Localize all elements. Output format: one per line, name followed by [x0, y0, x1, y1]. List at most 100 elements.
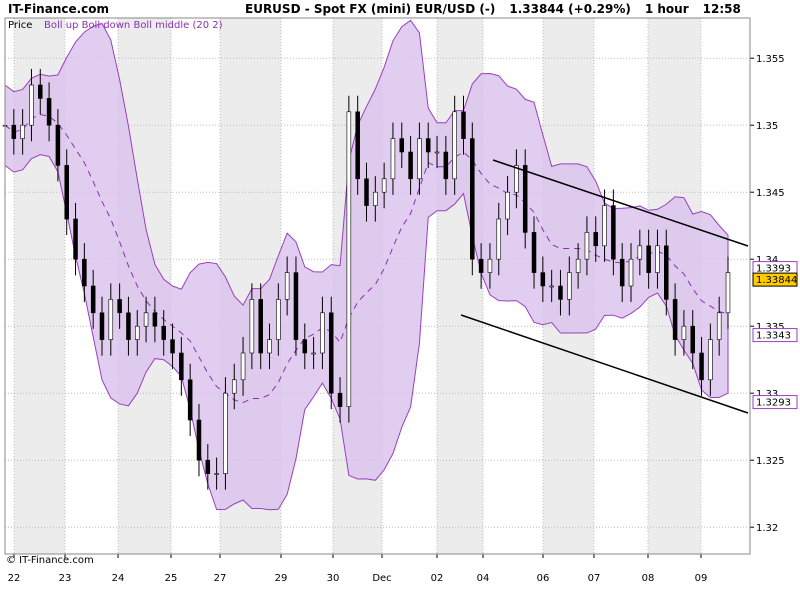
candle-body	[611, 205, 616, 260]
x-tick-label: 09	[695, 573, 708, 584]
candle-body	[496, 218, 502, 260]
candle-body	[293, 272, 299, 340]
candle-body	[443, 151, 449, 180]
candle-body	[240, 352, 246, 381]
legend-price: Price	[8, 20, 32, 31]
last-price-label: 1.33844	[756, 275, 797, 286]
legend-indicator: Boll up Boll down Boll middle (20 2)	[44, 20, 223, 31]
candle-body	[284, 272, 290, 300]
y-tick-label: 1.35	[756, 121, 778, 132]
band-value-tag	[752, 328, 798, 343]
candle-body	[373, 191, 378, 206]
candle-body	[487, 258, 493, 273]
candle-body	[170, 339, 175, 354]
candle-body	[531, 232, 537, 273]
candle-body	[64, 165, 69, 220]
candle-body	[302, 339, 308, 354]
candle-body	[126, 312, 131, 340]
candle-body	[540, 272, 546, 287]
candle-body	[320, 312, 325, 354]
candle-body	[434, 151, 440, 154]
candle-body	[223, 392, 228, 474]
candle-body	[558, 285, 563, 300]
candle-body	[152, 312, 158, 327]
price-label: 1.33844 (+0.29%)	[509, 2, 631, 16]
candle-body	[628, 258, 634, 287]
trendlines	[460, 159, 749, 414]
x-tick-label: 07	[588, 573, 601, 584]
x-tick-label: 08	[642, 573, 655, 584]
x-tick-label: 24	[112, 573, 125, 584]
candle-body	[408, 151, 413, 180]
candle-body	[690, 325, 695, 354]
plot-frame	[4, 17, 751, 555]
candle-body	[505, 191, 510, 220]
candle-body	[276, 299, 281, 340]
candle-body	[187, 379, 193, 421]
candle-body	[672, 299, 678, 340]
candle-body	[364, 178, 369, 206]
candle-body	[602, 205, 607, 247]
candle-body	[231, 379, 237, 394]
candle-body	[249, 299, 255, 354]
candle-body	[425, 138, 431, 153]
candle-body	[214, 473, 219, 475]
candle-body	[646, 245, 651, 273]
candle-body	[470, 138, 475, 260]
last-price-tag	[752, 272, 798, 287]
bollinger-middle-line	[4, 113, 729, 404]
band-value-label: 1.3343	[756, 331, 791, 342]
x-tick-label: 25	[165, 573, 178, 584]
candle-body	[478, 258, 484, 273]
x-tick-label: 06	[537, 573, 550, 584]
candle-body	[514, 165, 519, 193]
candle-body	[346, 111, 352, 407]
y-tick-label: 1.32	[756, 523, 778, 534]
candle-body	[73, 218, 78, 260]
candle-body	[90, 285, 96, 314]
candle-body	[417, 138, 422, 180]
channel-trendline	[492, 159, 749, 247]
x-tick-label: 27	[214, 573, 227, 584]
candle-body	[196, 419, 202, 461]
candle-body	[664, 245, 669, 300]
candle-body	[161, 325, 166, 340]
candle-body	[399, 138, 405, 153]
y-tick-label: 1.34	[756, 255, 778, 266]
channel-trendline	[460, 314, 749, 414]
y-tick-label: 1.33	[756, 389, 778, 400]
x-tick-label: 29	[275, 573, 288, 584]
candle-body	[716, 312, 722, 340]
x-tick-label: 04	[477, 573, 490, 584]
bollinger-bands	[4, 19, 729, 511]
candle-body	[593, 232, 599, 247]
candle-body	[575, 258, 581, 273]
candle-body	[117, 299, 122, 314]
candle-body	[55, 124, 61, 166]
candle-body	[637, 245, 643, 260]
candle-body	[99, 312, 105, 340]
time-label: 12:58	[702, 2, 741, 16]
candle-body	[311, 352, 316, 355]
candle-body	[82, 258, 87, 287]
candle-body	[699, 352, 704, 381]
symbol-label: EURUSD - Spot FX (mini) EUR/USD (-)	[245, 2, 496, 16]
candle-body	[655, 245, 660, 273]
candle-body	[708, 339, 713, 381]
candle-body	[619, 258, 625, 287]
candlesticks	[2, 68, 731, 490]
candle-body	[134, 325, 140, 340]
candle-body	[355, 111, 360, 180]
candle-body	[108, 299, 114, 340]
footer-copyright: © IT-Finance.com	[6, 555, 94, 566]
chart-header: IT-Finance.com EURUSD - Spot FX (mini) E…	[0, 0, 800, 18]
y-tick-label: 1.345	[756, 188, 785, 199]
candle-body	[390, 138, 396, 180]
candle-body	[179, 352, 184, 381]
candle-body	[381, 178, 387, 193]
candle-body	[337, 392, 343, 407]
candle-body	[20, 124, 25, 139]
band-value-label: 1.3393	[756, 264, 791, 275]
candle-body	[522, 165, 528, 233]
